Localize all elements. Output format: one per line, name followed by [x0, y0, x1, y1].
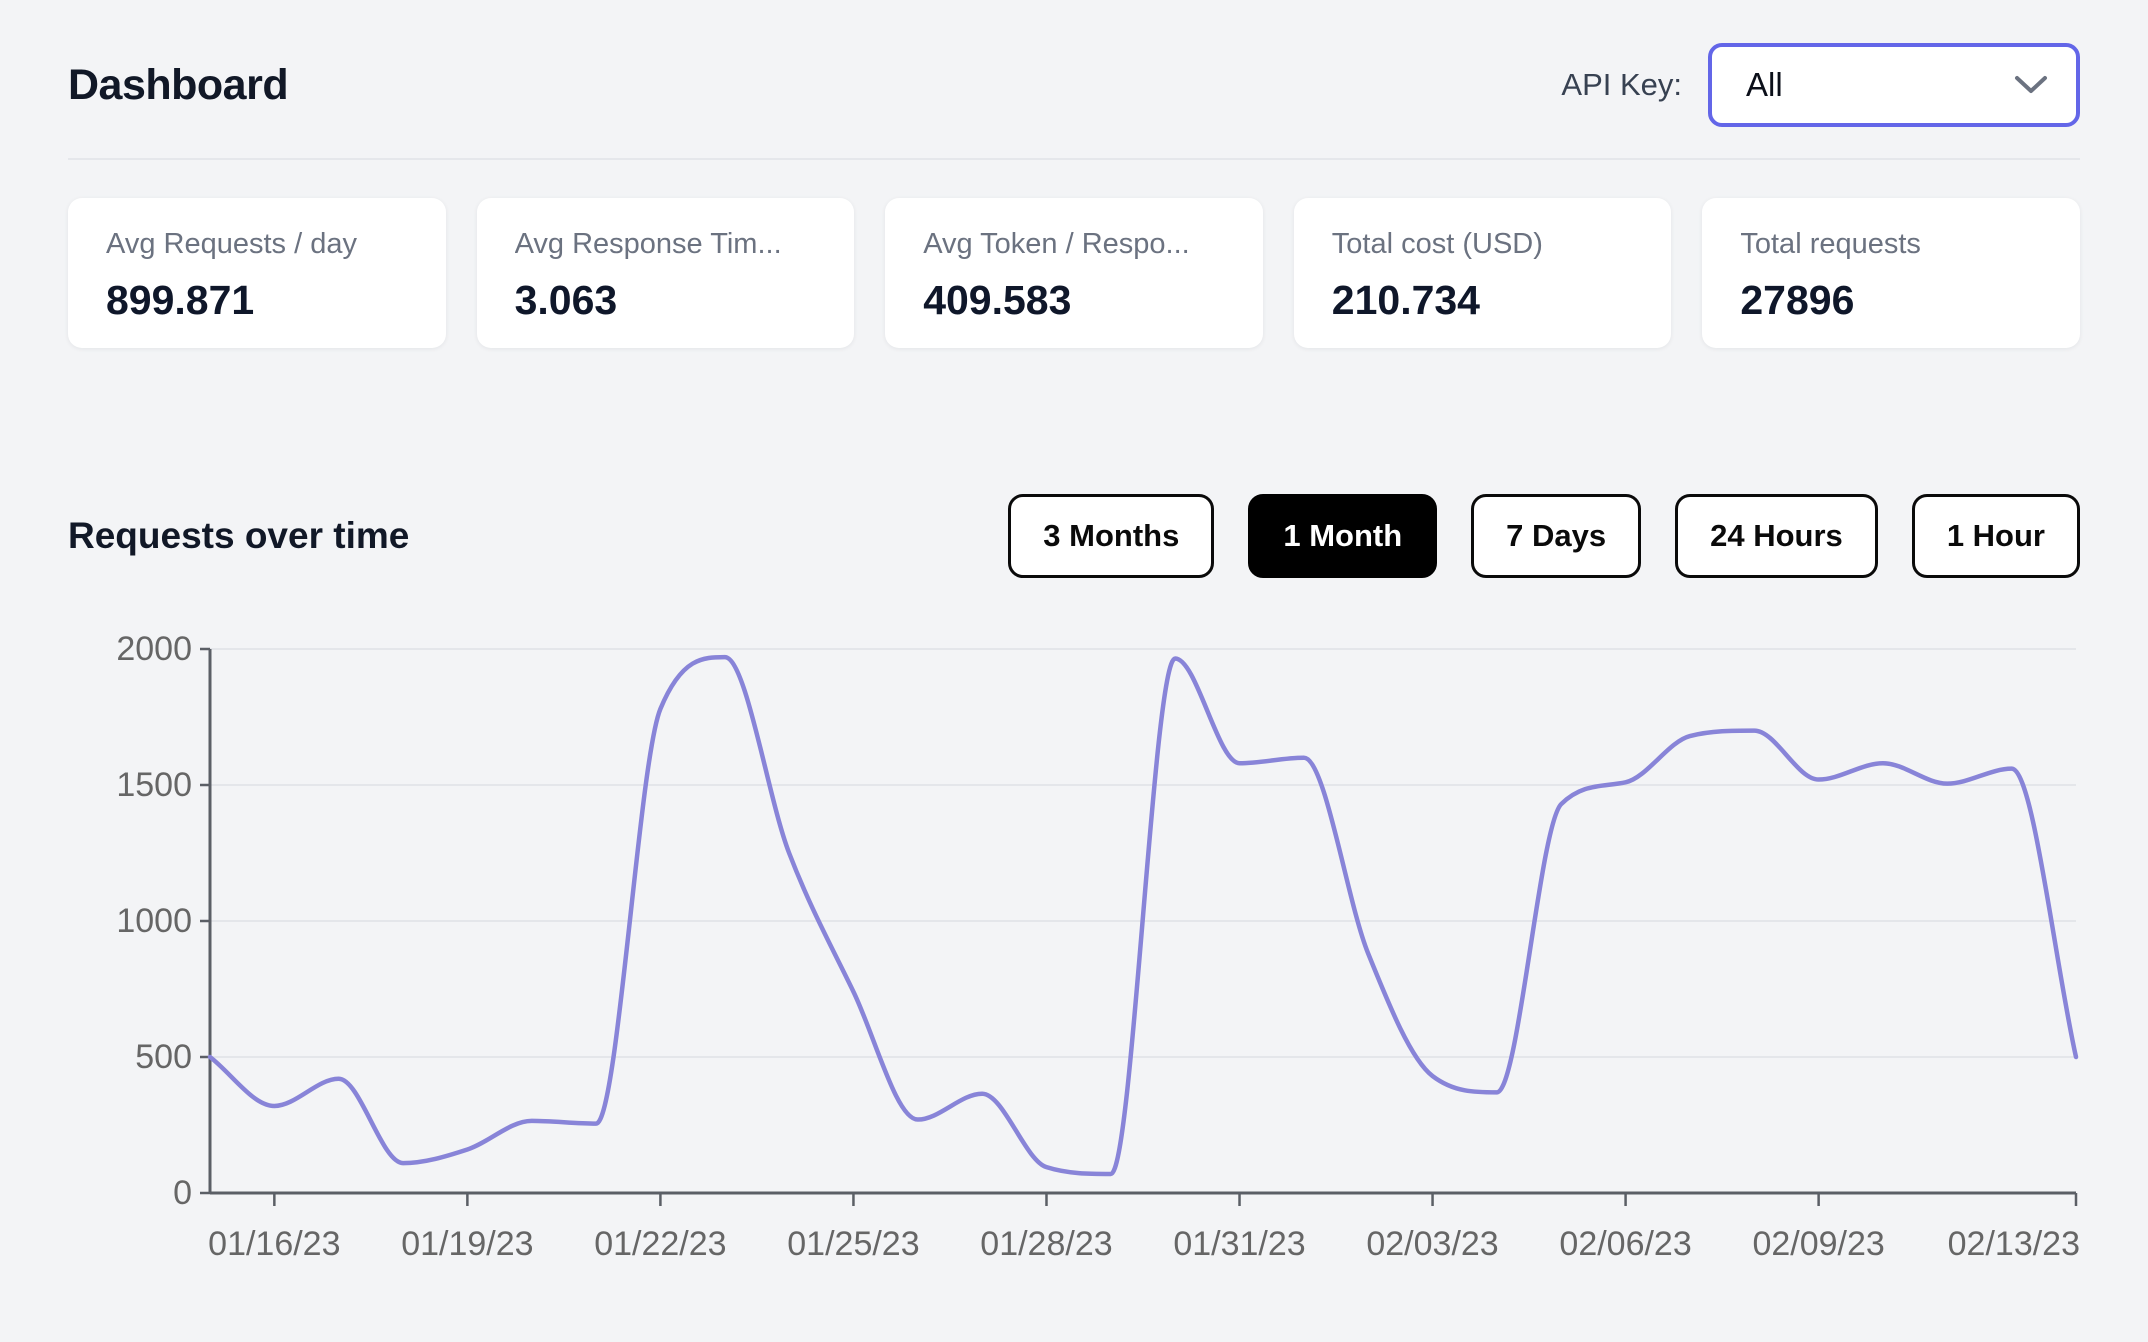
- stat-card-avg-token: Avg Token / Respo... 409.583: [885, 198, 1263, 348]
- range-button-1-hour[interactable]: 1 Hour: [1911, 494, 2080, 578]
- svg-text:01/31/23: 01/31/23: [1173, 1225, 1305, 1263]
- stat-value: 27896: [1740, 277, 1855, 323]
- svg-text:02/13/23: 02/13/23: [1948, 1225, 2080, 1263]
- range-button-24-hours[interactable]: 24 Hours: [1675, 494, 1878, 578]
- svg-text:500: 500: [135, 1038, 192, 1076]
- svg-text:01/19/23: 01/19/23: [401, 1225, 533, 1263]
- svg-text:02/09/23: 02/09/23: [1752, 1225, 1884, 1263]
- svg-text:01/25/23: 01/25/23: [787, 1225, 919, 1263]
- svg-text:01/28/23: 01/28/23: [980, 1225, 1112, 1263]
- stat-label: Avg Response Tim...: [514, 228, 782, 260]
- stat-label: Avg Token / Respo...: [923, 228, 1190, 260]
- stat-label: Avg Requests / day: [106, 228, 357, 260]
- stat-value: 210.734: [1331, 277, 1480, 323]
- range-button-1-month[interactable]: 1 Month: [1248, 494, 1438, 578]
- stat-value: 409.583: [923, 277, 1072, 323]
- svg-text:02/06/23: 02/06/23: [1559, 1225, 1691, 1263]
- section-title: Requests over time: [68, 515, 410, 556]
- range-button-7-days[interactable]: 7 Days: [1471, 494, 1642, 578]
- requests-line-chart: 0 500 1000 1500 2000 01/16/23 01/19/23 01/22/23…: [116, 630, 2080, 1263]
- stat-card-total-cost: Total cost (USD) 210.734: [1293, 198, 1672, 348]
- svg-text:02/03/23: 02/03/23: [1366, 1225, 1498, 1263]
- stat-card-avg-response-time: Avg Response Tim... 3.063: [476, 198, 855, 348]
- page-title: Dashboard: [68, 60, 289, 109]
- requests-section-header: Requests over time 3 Months 1 Month 7 Da…: [68, 494, 2080, 578]
- svg-text:1500: 1500: [116, 766, 192, 804]
- svg-text:01/16/23: 01/16/23: [208, 1225, 340, 1263]
- svg-text:1000: 1000: [116, 902, 192, 940]
- stat-label: Total cost (USD): [1331, 228, 1543, 260]
- svg-text:0: 0: [173, 1174, 192, 1212]
- stat-card-avg-requests: Avg Requests / day 899.871: [68, 198, 446, 348]
- api-key-label: API Key:: [1561, 67, 1682, 102]
- range-button-3-months[interactable]: 3 Months: [1008, 494, 1215, 578]
- api-key-selected-value: All: [1746, 66, 1783, 103]
- chevron-down-icon: [2015, 76, 2047, 93]
- stat-card-total-requests: Total requests 27896: [1702, 198, 2080, 348]
- stat-value: 3.063: [514, 277, 618, 323]
- stat-value: 899.871: [106, 277, 255, 323]
- stat-label: Total requests: [1740, 228, 1921, 260]
- time-range-buttons: 3 Months 1 Month 7 Days 24 Hours 1 Hour: [1008, 494, 2080, 578]
- api-key-select[interactable]: All: [1708, 43, 2080, 127]
- stat-cards-row: Avg Requests / day 899.871 Avg Response …: [68, 198, 2080, 348]
- svg-text:2000: 2000: [116, 630, 192, 668]
- api-key-group: API Key: All: [1561, 43, 2080, 127]
- requests-chart-container: 0 500 1000 1500 2000 01/16/23 01/19/23 01/22/23…: [68, 616, 2080, 1286]
- header-divider: [68, 158, 2080, 160]
- svg-text:01/22/23: 01/22/23: [594, 1225, 726, 1263]
- header: Dashboard API Key: All: [68, 0, 2080, 158]
